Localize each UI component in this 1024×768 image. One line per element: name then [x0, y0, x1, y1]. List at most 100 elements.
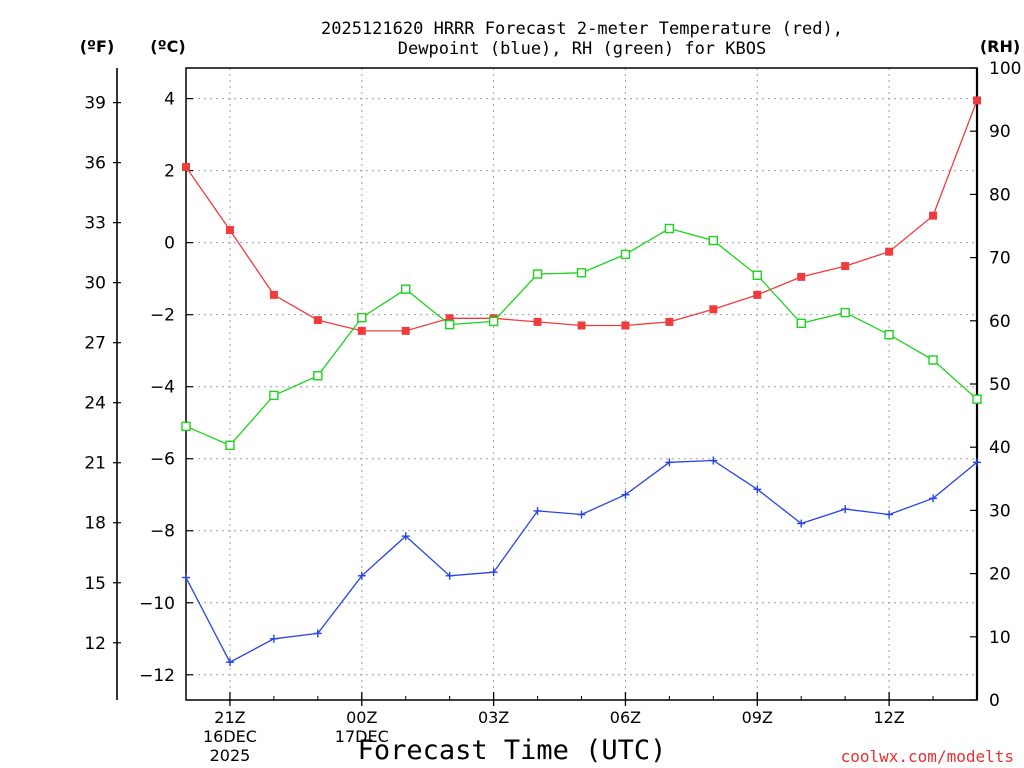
- temperature-point: [533, 317, 542, 326]
- fahrenheit-unit-label: (ºF): [80, 37, 115, 56]
- temperature-point: [313, 316, 322, 325]
- temperature-point: [753, 290, 762, 299]
- dewpoint-point: [401, 532, 410, 541]
- rh-tick-label: 50: [989, 375, 1011, 395]
- x-tick-label: 03Z: [478, 708, 509, 727]
- temperature-point: [973, 96, 981, 105]
- temperature-point: [841, 262, 850, 271]
- rh-point: [357, 312, 367, 323]
- dewpoint-point: [182, 573, 190, 582]
- x-tick-year-label: 2025: [210, 746, 251, 765]
- dewpoint-point: [445, 571, 454, 580]
- dewpoint-point: [709, 456, 718, 465]
- celsius-unit-label: (ºC): [150, 37, 185, 56]
- rh-point: [401, 284, 411, 294]
- rh-point: [752, 270, 762, 280]
- dewpoint-point: [753, 485, 762, 494]
- temperature-point: [445, 314, 454, 323]
- plot-frame: [185, 67, 978, 701]
- rh-point: [444, 319, 455, 330]
- temperature-point: [709, 305, 718, 314]
- celsius-tick-label: −6: [150, 450, 175, 470]
- dewpoint-point: [577, 510, 586, 519]
- dewpoint-point: [973, 458, 981, 467]
- rh-point: [708, 235, 719, 246]
- fahrenheit-tick-label: 12: [84, 634, 106, 654]
- celsius-tick-label: −4: [150, 378, 175, 398]
- rh-tick-label: 20: [989, 565, 1011, 585]
- rh-point: [576, 268, 587, 278]
- data-series: [181, 96, 982, 667]
- fahrenheit-tick-label: 18: [84, 514, 106, 534]
- x-tick-date-label: 17DEC: [335, 727, 389, 746]
- dewpoint-point: [313, 629, 322, 638]
- rh-point: [796, 318, 806, 329]
- x-tick-label: 21Z: [214, 708, 245, 727]
- rh-series-line: [185, 227, 978, 447]
- rh-tick-label: 60: [989, 312, 1011, 332]
- temperature-point: [577, 321, 586, 330]
- fahrenheit-tick-label: 27: [84, 334, 106, 354]
- fahrenheit-tick-label: 21: [84, 454, 106, 474]
- dewpoint-point: [621, 490, 630, 499]
- dewpoint-point: [665, 458, 674, 467]
- x-tick-label: 06Z: [610, 708, 641, 727]
- x-axis-label: Forecast Time (UTC): [358, 735, 667, 766]
- temperature-point: [225, 226, 234, 235]
- celsius-tick-label: −2: [150, 306, 175, 326]
- chart-title-line1: 2025121620 HRRR Forecast 2-meter Tempera…: [321, 19, 843, 39]
- rh-tick-label: 40: [989, 438, 1011, 458]
- rh-point: [313, 371, 323, 381]
- dewpoint-point: [885, 510, 894, 519]
- rh-tick-label: 0: [989, 691, 1000, 711]
- celsius-tick-label: −10: [139, 594, 175, 614]
- fahrenheit-tick-label: 15: [84, 574, 106, 594]
- rh-tick-label: 80: [989, 185, 1011, 205]
- rh-point: [840, 307, 850, 318]
- rh-tick-label: 90: [989, 122, 1011, 142]
- dewpoint-point: [533, 506, 542, 515]
- temperature-point: [621, 321, 630, 330]
- rh-tick-label: 100: [989, 59, 1021, 79]
- dewpoint-point: [841, 505, 850, 514]
- rh-point: [884, 330, 894, 340]
- x-tick-label: 09Z: [742, 708, 773, 727]
- grid-lines: [186, 68, 977, 700]
- rh-point: [664, 223, 675, 234]
- dewpoint-point: [929, 494, 938, 503]
- dewpoint-point: [489, 568, 498, 577]
- celsius-tick-label: 2: [164, 162, 175, 182]
- x-tick-label: 12Z: [873, 708, 904, 727]
- temperature-point: [269, 290, 278, 299]
- dewpoint-point: [357, 571, 366, 580]
- chart-title-line2: Dewpoint (blue), RH (green) for KBOS: [398, 39, 766, 59]
- celsius-tick-label: 0: [164, 234, 175, 254]
- dewpoint-point: [225, 658, 234, 667]
- rh-point: [269, 390, 279, 401]
- rh-point: [928, 355, 938, 365]
- dewpoint-point: [797, 519, 806, 528]
- rh-point: [972, 394, 982, 404]
- temperature-point: [885, 247, 894, 256]
- rh-point: [620, 249, 631, 260]
- fahrenheit-tick-label: 33: [84, 214, 106, 234]
- fahrenheit-tick-label: 36: [84, 154, 106, 174]
- x-tick-date-label: 16DEC: [203, 727, 257, 746]
- rh-point: [488, 316, 499, 327]
- rh-tick-label: 70: [989, 249, 1011, 269]
- fahrenheit-tick-label: 30: [84, 274, 106, 294]
- rh-unit-label: (RH): [980, 37, 1020, 56]
- temperature-series-line: [185, 100, 978, 332]
- credit-label: coolwx.com/modelts: [841, 747, 1014, 766]
- rh-tick-label: 30: [989, 501, 1011, 521]
- axes: [113, 67, 979, 706]
- dewpoint-point: [269, 634, 278, 643]
- celsius-tick-label: −8: [150, 522, 175, 542]
- rh-point: [225, 440, 235, 451]
- rh-tick-label: 10: [989, 628, 1011, 648]
- tick-labels: 420−2−4−6−8−10−1239363330272421181512100…: [84, 59, 1021, 765]
- rh-point: [532, 269, 543, 279]
- temperature-point: [182, 163, 190, 172]
- x-tick-label: 00Z: [346, 708, 377, 727]
